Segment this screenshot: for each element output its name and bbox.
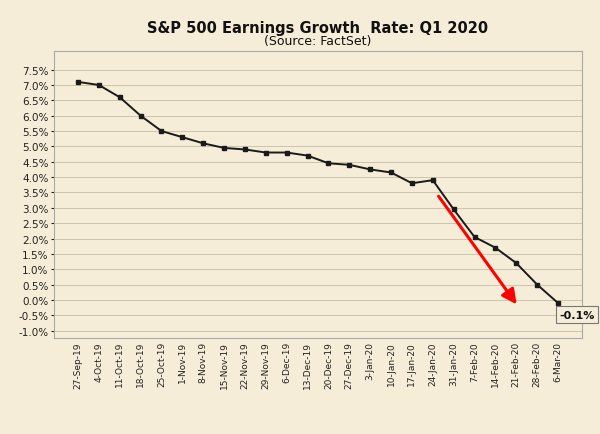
Title: S&P 500 Earnings Growth  Rate: Q1 2020: S&P 500 Earnings Growth Rate: Q1 2020: [148, 21, 488, 36]
Text: -0.1%: -0.1%: [559, 310, 595, 320]
Text: (Source: FactSet): (Source: FactSet): [265, 35, 371, 48]
